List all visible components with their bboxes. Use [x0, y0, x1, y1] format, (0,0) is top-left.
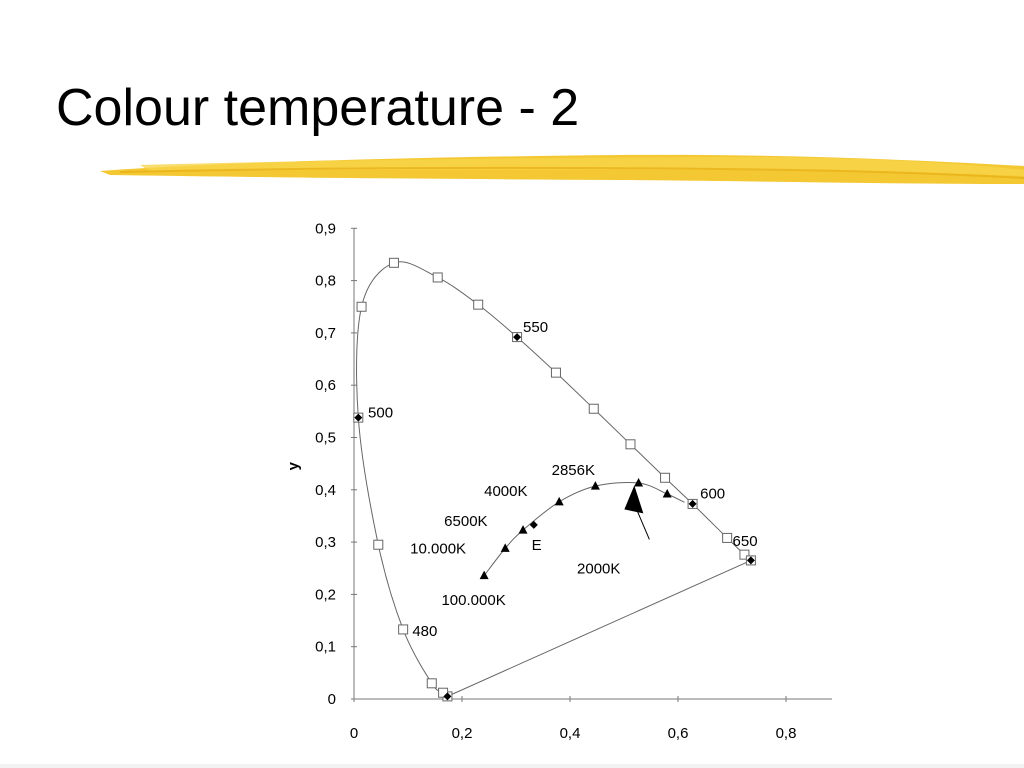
triangle-marker — [554, 496, 564, 506]
annotation-label: 10.000K — [410, 541, 466, 558]
annotation-label: E — [532, 537, 542, 554]
diamond-marker — [746, 556, 755, 565]
annotation-label: 500 — [368, 405, 393, 422]
chart-labels: 550 500 600 650 480 2856K 4000K 6500K 10.000K E 20… — [368, 319, 758, 640]
open-square-marker — [550, 367, 561, 378]
y-tick-label: 0 — [328, 691, 336, 708]
slide-title: Colour temperature - 2 — [56, 79, 580, 137]
x-tick-label: 0 — [350, 725, 358, 742]
y-axis-label: y — [285, 461, 302, 470]
y-tick-label: 0,3 — [315, 534, 336, 551]
diamond-marker — [354, 413, 363, 422]
triangle-marker — [518, 525, 528, 534]
y-tick-label: 0,1 — [315, 639, 336, 656]
annotation-label: 100.000K — [441, 592, 505, 609]
purple-line — [447, 559, 752, 697]
open-square-marker — [473, 299, 484, 310]
open-square-marker — [356, 301, 367, 312]
annotation-label: 2000K — [577, 560, 620, 577]
diamond-marker — [513, 333, 522, 342]
x-tick-label: 0,6 — [668, 725, 689, 742]
annotation-label: 6500K — [444, 513, 487, 530]
y-tick-label: 0,8 — [315, 273, 336, 290]
annotation-label: 650 — [733, 533, 758, 550]
open-square-marker — [722, 532, 733, 543]
open-square-marker — [625, 439, 636, 450]
x-tick-label: 0,2 — [452, 725, 473, 742]
x-tick-label: 0,4 — [560, 725, 581, 742]
open-square-marker — [373, 539, 384, 550]
yellow-brush-stroke — [100, 154, 1024, 184]
bottom-bar — [0, 764, 1024, 768]
chart-axes: 0 0,1 0,2 0,3 0,4 0,5 0,6 0,7 0,8 0,9 0 0,2 0,4 0,6 0,… — [285, 220, 832, 742]
arrow-head — [624, 485, 644, 514]
annotation-label: 4000K — [484, 483, 527, 500]
y-tick-label: 0,7 — [315, 325, 336, 342]
open-square-marker — [388, 257, 399, 268]
diamond-marker — [688, 499, 697, 508]
open-square-marker — [588, 403, 599, 414]
diamond-marker — [443, 692, 452, 701]
triangle-marker — [479, 570, 489, 580]
triangle-marker — [662, 488, 672, 498]
chart-marks — [353, 257, 756, 702]
y-tick-label: 0,2 — [315, 586, 336, 603]
triangle-marker — [590, 481, 600, 490]
open-square-marker — [398, 624, 409, 635]
x-tick-label: 0,8 — [776, 725, 797, 742]
y-tick-label: 0,6 — [315, 377, 336, 394]
y-tick-label: 0,9 — [315, 220, 336, 237]
annotation-label: 2856K — [552, 462, 595, 479]
triangle-marker — [500, 543, 510, 552]
open-square-marker — [432, 272, 443, 283]
y-tick-label: 0,4 — [315, 482, 336, 499]
annotation-label: 600 — [700, 486, 725, 503]
annotation-label: 480 — [412, 623, 437, 640]
diamond-marker — [529, 520, 538, 529]
open-square-marker — [739, 549, 750, 560]
open-square-marker — [660, 472, 671, 483]
triangle-marker — [634, 478, 644, 487]
annotation-label: 550 — [523, 319, 548, 336]
y-tick-label: 0,5 — [315, 430, 336, 447]
open-square-marker — [426, 678, 437, 689]
